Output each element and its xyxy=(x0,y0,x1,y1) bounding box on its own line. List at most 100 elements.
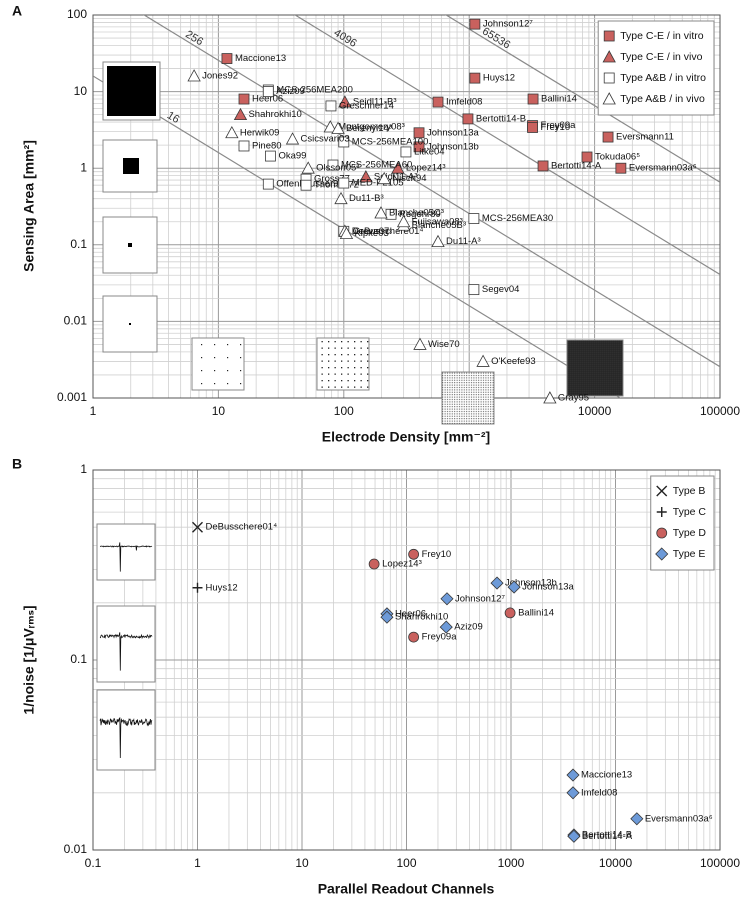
point-label: Jones92 xyxy=(202,70,238,81)
x-axis-title: Electrode Density [mm⁻²] xyxy=(322,429,490,445)
point-label: Johnson12⁷ xyxy=(455,593,505,604)
data-point xyxy=(262,86,274,97)
point-label: Aziz09 xyxy=(276,86,305,97)
inset-trace xyxy=(99,716,153,759)
point-label: Seidl11-A³ xyxy=(374,171,418,182)
legend-marker xyxy=(602,92,616,105)
legend-marker xyxy=(656,507,667,517)
electrode-insets xyxy=(102,61,624,425)
data-point xyxy=(377,171,391,185)
legend-marker xyxy=(603,72,615,84)
data-point xyxy=(439,620,453,634)
data-point xyxy=(334,191,348,205)
inset-frame xyxy=(96,689,156,771)
y-tick-label: 0.1 xyxy=(70,652,87,666)
point-label: Bertotti14-B xyxy=(476,113,526,124)
data-point xyxy=(380,610,394,624)
legend-label: Type A&B / in vivo xyxy=(620,93,705,105)
iso-channel-line xyxy=(143,15,720,368)
x-tick-label: 100 xyxy=(396,856,416,870)
point-label: Huys12 xyxy=(206,582,238,593)
x-tick-label: 100000 xyxy=(700,404,740,418)
data-point xyxy=(504,607,516,619)
plot-border xyxy=(92,14,721,399)
point-label: Thomas72 xyxy=(314,180,359,191)
data-point xyxy=(468,213,480,224)
legend-label: Type D xyxy=(673,527,707,539)
data-point xyxy=(385,208,397,220)
point-label: Maccione13 xyxy=(581,770,632,781)
data-point xyxy=(262,178,274,190)
inset-electrode xyxy=(128,243,132,247)
data-point xyxy=(396,214,411,228)
data-point xyxy=(331,121,345,134)
data-point xyxy=(566,786,580,800)
y-tick-label: 100 xyxy=(67,7,87,21)
point-label: Johnson12⁷ xyxy=(483,19,533,30)
y-tick-label: 0.01 xyxy=(64,314,88,328)
data-point xyxy=(630,812,644,826)
legend-box xyxy=(597,20,715,116)
point-label: Litke04 xyxy=(414,146,445,157)
point-label: Heer06 xyxy=(252,94,283,105)
data-point xyxy=(187,69,201,82)
inset-trace xyxy=(99,542,153,572)
data-point xyxy=(527,93,539,105)
data-point xyxy=(507,580,521,594)
point-label: Huys12 xyxy=(483,73,515,84)
inset-frame xyxy=(102,139,158,193)
y-tick-label: 1 xyxy=(80,462,87,476)
x-tick-label: 1 xyxy=(194,856,201,870)
data-point xyxy=(323,120,337,133)
point-label: Maccione13 xyxy=(235,53,286,64)
iso-line-label: 16 xyxy=(165,109,182,126)
point-label: DeBusschere01⁴ xyxy=(206,522,278,533)
point-label: Imfeld08 xyxy=(581,787,617,798)
data-point xyxy=(527,122,538,133)
data-point xyxy=(413,141,425,153)
point-label: Wise70 xyxy=(428,339,460,350)
legend-label: Type A&B / in vitro xyxy=(620,72,706,84)
inset-array xyxy=(442,372,494,424)
data-point xyxy=(374,206,388,219)
legend-marker xyxy=(656,527,668,539)
data-point xyxy=(301,161,315,174)
data-point xyxy=(566,768,580,782)
point-label: Shahrokhi10 xyxy=(395,612,448,623)
iso-channel-line xyxy=(445,15,720,183)
inset-trace xyxy=(99,632,153,671)
data-point xyxy=(327,159,339,171)
x-tick-label: 10 xyxy=(295,856,309,870)
iso-channel-line xyxy=(294,15,720,276)
point-label: MCS-256MEA30 xyxy=(482,213,553,224)
point-label: Frey09a xyxy=(422,632,458,643)
point-label: Eversmann03a⁶ xyxy=(629,163,697,174)
legend-label: Type E xyxy=(673,548,706,560)
point-label: Du11-A³ xyxy=(446,236,481,247)
point-label: Gray95 xyxy=(558,393,589,404)
point-label: Seidl11-B³ xyxy=(353,97,397,108)
point-label: Pine80 xyxy=(252,140,282,151)
point-label: Johnson13b xyxy=(427,141,479,152)
y-tick-label: 0.01 xyxy=(64,842,88,856)
point-label: Shahrokhi10 xyxy=(248,109,301,120)
point-label: MCS-256MEA100 xyxy=(352,136,429,147)
point-label: Du11-B³ xyxy=(349,193,384,204)
point-label: Bertotti14-B xyxy=(582,829,632,840)
legend-label: Type C-E / in vitro xyxy=(620,30,704,42)
data-point xyxy=(432,96,444,108)
point-label: MCS-256MEA200 xyxy=(276,84,353,95)
point-label: Nisch94 xyxy=(392,173,426,184)
data-point xyxy=(338,136,350,148)
point-label: Fujisawa08³ xyxy=(412,216,463,227)
point-label: Johnson13a xyxy=(522,582,574,593)
point-label: Csicsvari03 xyxy=(301,134,350,145)
point-label: Herwik09 xyxy=(240,127,280,138)
y-tick-label: 10 xyxy=(74,84,88,98)
point-label: Blanche05C³ xyxy=(389,208,444,219)
data-point xyxy=(265,150,276,162)
data-point xyxy=(469,72,481,84)
y-tick-label: 0.001 xyxy=(57,390,87,404)
plot-border xyxy=(92,469,721,851)
